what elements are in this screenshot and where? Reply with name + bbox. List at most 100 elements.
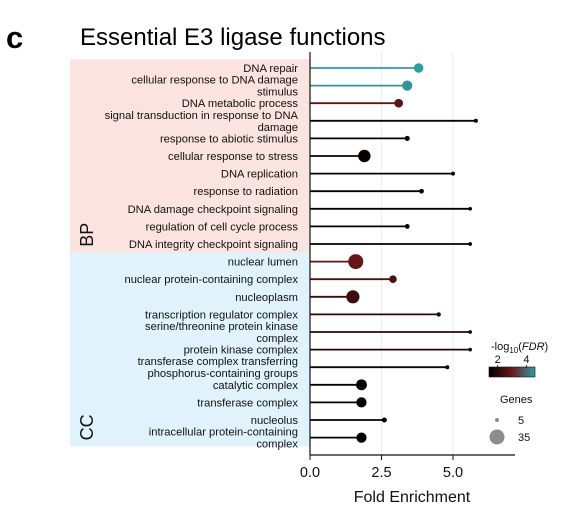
group-band-cc — [70, 252, 310, 447]
stems — [310, 67, 476, 439]
x-tick-label-2: 5.0 — [443, 465, 463, 481]
term-label-7: response to radiation — [194, 186, 298, 198]
term-label-15-line-0: serine/threonine protein kinase — [145, 321, 298, 333]
term-label-18-line-0: catalytic complex — [213, 380, 299, 392]
dot-20 — [381, 417, 387, 423]
dot-5 — [358, 149, 371, 163]
term-label-4: response to abiotic stimulus — [160, 133, 298, 145]
dot-13 — [346, 290, 360, 304]
dot-3 — [473, 118, 478, 123]
term-label-17-line-0: transferase complex transferring — [138, 356, 298, 368]
term-label-19-line-0: transferase complex — [197, 397, 298, 409]
colorbar-tick-label-1: 4 — [523, 354, 529, 366]
term-label-1: cellular response to DNA damage stimulus — [131, 75, 298, 99]
term-label-9: regulation of cell cycle process — [146, 221, 299, 233]
dot-1 — [402, 80, 413, 91]
term-label-20-line-0: nucleolus — [251, 415, 299, 427]
dot-12 — [389, 275, 397, 284]
size-legend-entries: 535 — [489, 415, 530, 445]
term-label-9-line-0: regulation of cell cycle process — [146, 221, 299, 233]
dot-14 — [436, 312, 441, 317]
group-names: BP CC — [77, 223, 97, 441]
dot-19 — [356, 397, 367, 408]
term-label-3-line-0: signal transduction in response to DNA — [105, 110, 299, 122]
dot-21 — [356, 432, 367, 443]
dot-0 — [413, 63, 424, 73]
size-legend-title: Genes — [500, 394, 533, 406]
term-label-16-line-0: protein kinase complex — [184, 345, 299, 357]
colorbar-title: -log10(FDR) — [491, 341, 548, 355]
term-label-0: DNA repair — [243, 63, 298, 75]
dot-7 — [419, 188, 424, 194]
term-label-8-line-0: DNA damage checkpoint signaling — [128, 204, 298, 216]
term-label-14-line-0: transcription regulator complex — [145, 309, 298, 321]
term-label-12-line-0: nuclear protein-containing complex — [124, 274, 298, 286]
dot-9 — [404, 224, 410, 229]
term-label-5-line-0: cellular response to stress — [168, 151, 298, 163]
group-bands — [70, 52, 454, 455]
dots — [346, 63, 478, 443]
dot-15 — [468, 330, 472, 334]
x-ticks: 0.0 2.5 5.0 — [300, 455, 463, 481]
colorbar — [488, 366, 536, 378]
term-label-20: nucleolus — [251, 415, 299, 427]
term-label-21-line-0: intracellular protein-containing — [149, 427, 298, 439]
term-label-1-line-0: cellular response to DNA damage — [131, 75, 298, 87]
chart-title: Essential E3 ligase functions — [80, 24, 386, 51]
size-legend-label-0: 5 — [518, 415, 524, 427]
term-label-2-line-0: DNA metabolic process — [182, 98, 299, 110]
colorbar-title-close-paren: ) — [545, 341, 549, 353]
term-label-0-line-0: DNA repair — [243, 63, 298, 75]
x-tick-label-1: 2.5 — [371, 465, 391, 481]
colorbar-title-variable: FDR — [522, 341, 545, 353]
term-label-3: signal transduction in response to DNA da… — [105, 110, 299, 134]
size-legend-dot-0 — [495, 418, 499, 422]
colorbar-title-subscript: 10 — [509, 346, 518, 355]
term-label-7-line-0: response to radiation — [194, 186, 298, 198]
size-legend-dot-1 — [489, 429, 505, 445]
dot-17 — [445, 365, 450, 370]
term-label-6: DNA replication — [221, 169, 298, 181]
x-tick-label-0: 0.0 — [300, 465, 320, 481]
term-label-11-line-0: nuclear lumen — [228, 257, 298, 269]
group-label-cc: CC — [77, 414, 97, 440]
term-label-2: DNA metabolic process — [182, 98, 299, 110]
term-label-15: serine/threonine protein kinase complex — [145, 321, 298, 345]
colorbar-tick-label-0: 2 — [495, 354, 501, 366]
term-label-17-line-1: phosphorus-containing groups — [147, 368, 298, 380]
term-label-13-line-0: nucleoplasm — [235, 292, 298, 304]
term-label-15-line-1: complex — [256, 333, 298, 345]
dot-10 — [468, 242, 472, 246]
colorbar-title-open-paren: ( — [518, 341, 522, 353]
dot-8 — [468, 206, 472, 211]
x-axis-title: Fold Enrichment — [354, 489, 471, 506]
term-label-21: intracellular protein-containing complex — [149, 427, 299, 451]
term-label-16: protein kinase complex — [184, 345, 299, 357]
dot-16 — [468, 347, 472, 352]
term-label-10: DNA integrity checkpoint signaling — [129, 239, 298, 251]
size-legend-label-1: 35 — [518, 432, 530, 444]
term-label-11: nuclear lumen — [228, 257, 298, 269]
term-label-6-line-0: DNA replication — [221, 169, 298, 181]
group-label-bp: BP — [77, 223, 97, 247]
term-label-3-line-1: damage — [258, 122, 298, 134]
dot-6 — [451, 171, 455, 176]
group-band-bp — [70, 59, 310, 253]
term-label-21-line-1: complex — [256, 439, 298, 451]
term-label-13: nucleoplasm — [235, 292, 298, 304]
dot-18 — [356, 379, 367, 391]
term-label-19: transferase complex — [197, 397, 298, 409]
panel-letter: c — [6, 20, 23, 55]
term-label-14: transcription regulator complex — [145, 309, 298, 321]
size-legend: Genes 535 — [489, 394, 533, 445]
term-label-8: DNA damage checkpoint signaling — [128, 204, 298, 216]
dot-11 — [348, 254, 364, 270]
term-label-10-line-0: DNA integrity checkpoint signaling — [129, 239, 298, 251]
dot-2 — [394, 98, 404, 108]
term-label-18: catalytic complex — [213, 380, 299, 392]
term-label-4-line-0: response to abiotic stimulus — [160, 133, 298, 145]
